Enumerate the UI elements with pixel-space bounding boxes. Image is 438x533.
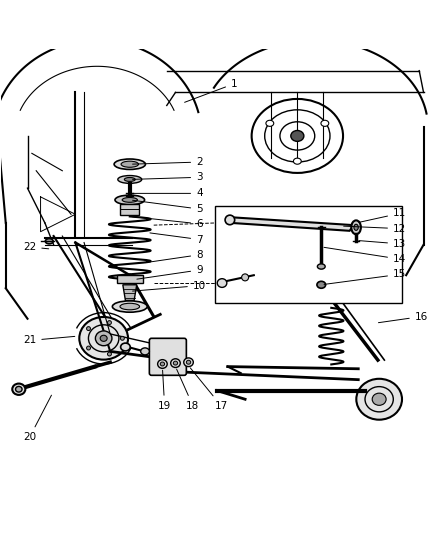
Ellipse shape (158, 360, 167, 368)
Ellipse shape (171, 359, 180, 367)
Ellipse shape (242, 274, 249, 281)
Ellipse shape (120, 336, 124, 340)
Ellipse shape (356, 379, 402, 419)
Text: 9: 9 (137, 265, 203, 279)
Ellipse shape (122, 198, 138, 203)
Ellipse shape (113, 301, 147, 312)
Ellipse shape (293, 158, 301, 164)
Ellipse shape (354, 224, 358, 230)
Ellipse shape (12, 384, 25, 395)
Text: 4: 4 (133, 188, 203, 198)
Text: 10: 10 (133, 281, 206, 291)
Text: 6: 6 (133, 217, 203, 229)
Text: 2: 2 (133, 157, 203, 167)
Ellipse shape (46, 239, 53, 244)
Ellipse shape (217, 279, 227, 287)
Ellipse shape (95, 331, 112, 346)
Ellipse shape (225, 215, 235, 225)
Bar (117, 275, 143, 283)
Ellipse shape (121, 161, 138, 167)
Ellipse shape (120, 343, 130, 351)
Bar (215, 206, 402, 303)
FancyBboxPatch shape (149, 338, 186, 375)
Text: 1: 1 (184, 79, 237, 102)
Text: 17: 17 (190, 368, 228, 411)
Text: 14: 14 (324, 247, 406, 264)
Ellipse shape (321, 120, 329, 126)
Ellipse shape (15, 386, 22, 392)
Ellipse shape (107, 352, 111, 356)
Text: 20: 20 (23, 395, 51, 442)
Ellipse shape (87, 327, 91, 330)
Ellipse shape (118, 175, 142, 183)
Text: 19: 19 (158, 370, 171, 411)
Ellipse shape (160, 362, 165, 366)
Ellipse shape (114, 159, 145, 169)
Text: 18: 18 (177, 369, 200, 411)
Ellipse shape (184, 358, 193, 367)
Text: 5: 5 (133, 200, 203, 214)
Ellipse shape (317, 281, 325, 288)
Text: 11: 11 (359, 208, 406, 222)
Ellipse shape (372, 393, 386, 405)
Ellipse shape (124, 177, 135, 181)
Ellipse shape (115, 195, 145, 205)
Ellipse shape (186, 360, 191, 364)
Polygon shape (123, 285, 137, 301)
Text: 13: 13 (359, 239, 406, 249)
Ellipse shape (318, 264, 325, 269)
Bar (120, 204, 139, 215)
Text: 12: 12 (344, 224, 406, 233)
Ellipse shape (79, 317, 128, 360)
Text: 8: 8 (145, 250, 203, 263)
Ellipse shape (120, 303, 140, 310)
Ellipse shape (107, 321, 111, 325)
Text: 7: 7 (150, 233, 203, 245)
Ellipse shape (351, 220, 361, 235)
Text: 3: 3 (133, 172, 203, 182)
Polygon shape (232, 217, 354, 231)
Ellipse shape (87, 346, 91, 350)
Ellipse shape (291, 131, 304, 141)
Ellipse shape (141, 348, 149, 355)
Text: 22: 22 (23, 242, 49, 252)
Text: 21: 21 (23, 335, 75, 345)
Text: 16: 16 (378, 312, 428, 322)
Ellipse shape (266, 120, 274, 126)
Text: 15: 15 (324, 269, 406, 285)
Ellipse shape (100, 335, 107, 341)
Ellipse shape (173, 361, 178, 365)
